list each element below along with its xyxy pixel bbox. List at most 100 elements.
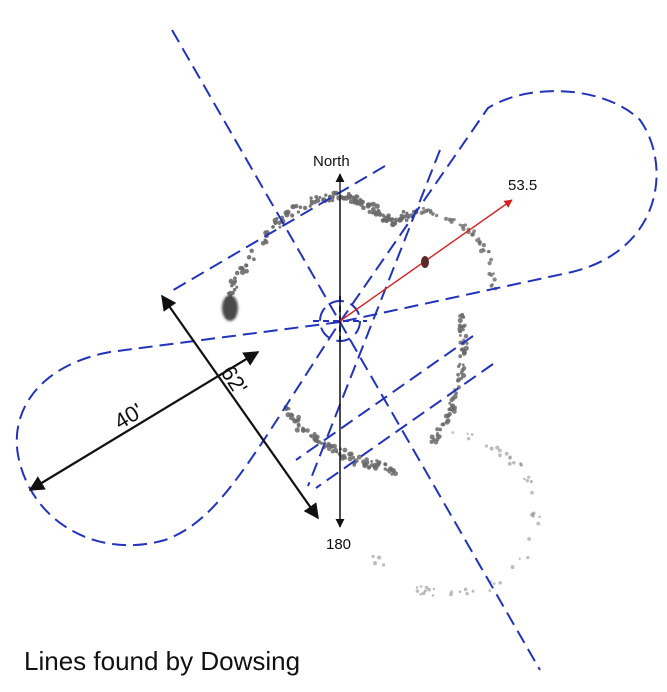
stone-dot: [374, 203, 380, 209]
stone-dot: [457, 326, 463, 332]
stone-dot: [435, 427, 440, 432]
stone-dot: [309, 434, 313, 438]
stone-dot: [330, 449, 335, 454]
south-180-label: 180: [326, 536, 351, 553]
stone-dot: [348, 199, 354, 205]
stone-dot: [481, 242, 487, 248]
stone-dot: [320, 441, 324, 446]
stone-dot: [343, 195, 350, 201]
stone-dot: [290, 412, 294, 416]
stone-dot: [342, 447, 348, 453]
stone-dot: [419, 593, 422, 596]
stone-dot: [432, 212, 435, 215]
dowsing-line-parallel-2: [315, 363, 494, 489]
stone-dot: [287, 407, 291, 411]
width-40ft-label: 40': [110, 398, 147, 434]
stone-dot: [481, 248, 485, 251]
stone-dot: [484, 444, 488, 448]
stone-dot: [508, 456, 512, 460]
stone-dot: [392, 471, 399, 477]
stone-dot: [228, 278, 234, 284]
stone-dot: [249, 248, 254, 253]
stone-dot: [462, 323, 467, 328]
stone-dot: [461, 363, 465, 367]
stone-dot: [531, 511, 536, 516]
stone-dot: [244, 263, 249, 268]
stone-dot: [458, 590, 462, 594]
stone-dot: [445, 418, 451, 424]
stone-dot: [493, 582, 496, 585]
stone-dot: [233, 279, 238, 284]
stone-dot: [419, 585, 423, 588]
bearing-stone-marker: [421, 256, 429, 268]
stone-dot: [438, 427, 443, 432]
stone-dot: [523, 477, 526, 481]
stone-dot: [452, 405, 458, 411]
stone-dot: [489, 446, 494, 451]
stone-dot: [471, 589, 475, 593]
stone-dot: [234, 270, 240, 276]
dowsing-line-tangent-top: [169, 165, 386, 293]
stone-dot: [239, 269, 246, 275]
stone-dot: [518, 557, 521, 560]
stone-dot: [240, 265, 245, 271]
stone-dot: [415, 589, 420, 593]
stone-dot: [347, 451, 353, 457]
stone-dot: [284, 212, 290, 218]
stone-dot: [359, 200, 364, 205]
north-label: North: [313, 153, 350, 170]
stone-dot: [362, 463, 368, 469]
stone-dot: [449, 592, 453, 597]
stone-dot: [519, 462, 522, 465]
stone-dot: [458, 354, 463, 359]
stone-dot: [351, 195, 356, 200]
stone-dot: [470, 232, 475, 237]
dimension-arrows: [28, 294, 319, 520]
stone-dot: [492, 277, 497, 282]
stone-dot: [427, 587, 431, 592]
stone-dot: [508, 455, 512, 459]
stone-arc-south: [283, 405, 399, 477]
stone-dot: [305, 428, 310, 433]
stone-dot: [447, 411, 452, 417]
stone-dot: [296, 210, 301, 214]
stone-dot: [421, 206, 426, 210]
stone-dot: [457, 317, 463, 323]
stone-dot: [367, 209, 372, 214]
stone-arc-east: [429, 312, 469, 445]
stone-dot: [372, 210, 378, 216]
stone-dot: [452, 409, 457, 414]
stone-dot: [383, 462, 388, 467]
stone-dot: [475, 238, 479, 242]
dowsing-line-parallel-1: [295, 335, 474, 461]
stone-circle-dots: [222, 190, 541, 597]
stone-dot: [436, 434, 442, 439]
stone-dot: [291, 416, 296, 421]
stone-dot: [390, 221, 396, 228]
stone-dot: [381, 213, 385, 218]
stone-dot: [415, 586, 419, 589]
stone-arc-north-west: [225, 190, 419, 319]
length-62ft-label: 62': [216, 361, 253, 399]
stone-dot: [377, 555, 382, 560]
stone-dot: [450, 404, 454, 408]
stone-dot: [293, 203, 299, 209]
stone-dot: [459, 370, 464, 375]
stone-dot: [313, 434, 318, 440]
stone-dot: [456, 372, 460, 377]
stone-dot: [489, 283, 494, 288]
stone-dot: [301, 426, 305, 431]
stone-dot: [336, 195, 342, 201]
stone-dot: [461, 226, 466, 232]
diagram-caption: Lines found by Dowsing: [24, 646, 301, 676]
stone-dot: [495, 445, 500, 450]
stone-dot: [390, 472, 394, 476]
stone-dot: [318, 195, 322, 199]
stone-arc-north-east: [419, 206, 498, 291]
stone-dot: [244, 268, 249, 274]
stone-dot: [263, 239, 269, 245]
stone-dot: [460, 312, 465, 317]
stone-dot: [308, 204, 312, 208]
dowsing-line-long-diagonal: [171, 29, 541, 671]
stone-dot: [393, 217, 399, 223]
